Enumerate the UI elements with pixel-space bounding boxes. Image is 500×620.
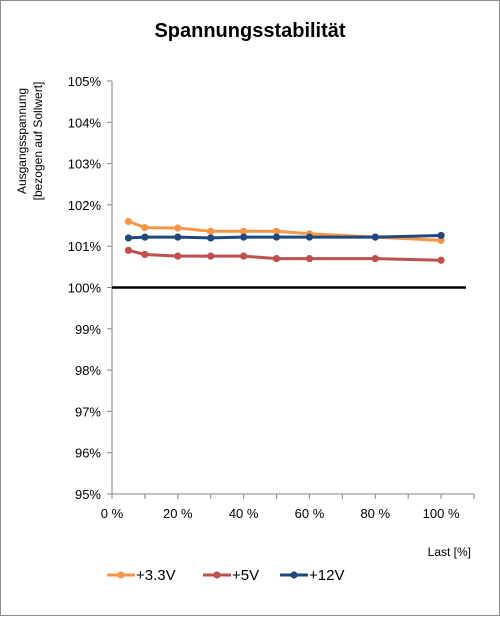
x-tick-label: 60 % (295, 506, 325, 521)
x-tick-label: 80 % (360, 506, 390, 521)
series-0 (124, 217, 445, 245)
legend-label: +5V (232, 567, 259, 584)
data-point (207, 252, 215, 260)
x-tick-label: 100 % (423, 506, 460, 521)
y-tick-label: 98% (75, 363, 101, 378)
data-point (371, 233, 379, 241)
y-tick-label: 102% (68, 198, 102, 213)
legend-swatch-marker (117, 571, 125, 579)
data-point (305, 254, 314, 263)
data-point (124, 217, 133, 226)
data-point (124, 234, 133, 242)
chart-title: Spannungsstabilität (154, 20, 345, 42)
data-point (141, 250, 149, 259)
data-point (124, 246, 133, 254)
legend-label: +3.3V (136, 567, 176, 584)
series-1 (124, 246, 445, 264)
data-point (240, 227, 248, 235)
data-point (437, 256, 445, 264)
y-axis-label-line2: [bezogen auf Sollwert] (31, 82, 45, 201)
y-tick-label: 105% (68, 74, 102, 89)
data-point (305, 233, 314, 241)
y-tick-label: 103% (68, 157, 102, 172)
data-point (437, 231, 445, 240)
x-tick-label: 20 % (163, 506, 193, 521)
data-point (272, 227, 281, 235)
y-tick-label: 104% (68, 115, 102, 130)
legend-swatch-marker (213, 571, 221, 579)
plot-series (124, 217, 445, 264)
x-tick-label: 40 % (229, 506, 259, 521)
x-tick-label: 0 % (101, 506, 124, 521)
y-tick-label: 100% (68, 281, 102, 296)
y-tick-label: 99% (75, 322, 101, 337)
data-point (207, 227, 215, 235)
y-tick-label: 97% (75, 404, 101, 419)
y-axis: 95% 96% 97% 98% 99% 100% 101% 102% 103% 104% 105% (68, 74, 112, 502)
y-tick-label: 96% (75, 446, 101, 461)
legend: +3.3V +5V +12V (107, 567, 344, 584)
data-point (174, 224, 182, 232)
data-point (371, 254, 379, 263)
legend-swatch-marker (290, 571, 298, 579)
legend-label: +12V (309, 567, 344, 584)
data-point (437, 236, 445, 245)
y-axis-label-line1: Ausgangsspannung (15, 88, 29, 194)
y-tick-label: 95% (75, 487, 101, 502)
x-axis: 0 % 20 % 40 % 60 % 80 % 100 % (101, 494, 475, 521)
series-2 (124, 231, 445, 242)
data-point (174, 252, 182, 260)
y-tick-label: 101% (68, 239, 102, 254)
data-point (272, 254, 281, 263)
data-point (207, 234, 215, 242)
data-point (240, 252, 248, 260)
data-point (141, 224, 149, 232)
data-point (240, 233, 248, 241)
data-point (141, 233, 149, 241)
x-axis-label: Last [%] (428, 545, 471, 559)
data-point (174, 233, 182, 241)
data-point (272, 233, 281, 241)
